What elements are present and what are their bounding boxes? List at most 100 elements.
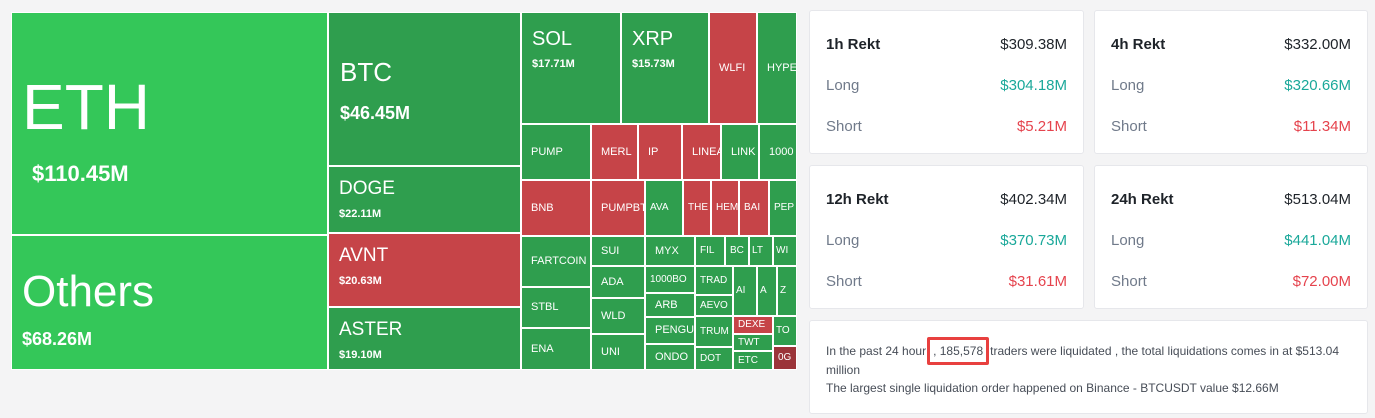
rekt-card-4h: 4h Rekt $332.00M Long $320.66M Short $11.34… (1094, 10, 1368, 154)
short-value: $11.34M (1293, 118, 1351, 135)
tile-symbol: HEM (716, 202, 739, 213)
treemap-tile-stbl[interactable]: STBL (521, 287, 591, 328)
tile-symbol: ETH (22, 71, 150, 143)
treemap-tile-ada[interactable]: ADA (591, 266, 645, 298)
tile-symbol: ASTER (339, 319, 403, 340)
treemap-tile-wld[interactable]: WLD (591, 298, 645, 334)
tile-symbol: ADA (601, 275, 624, 288)
rekt-card-12h: 12h Rekt $402.34M Long $370.73M Short $31.6… (809, 165, 1084, 309)
tile-symbol: 1000 (769, 145, 794, 158)
tile-symbol: LINEA (692, 145, 721, 158)
treemap-tile-trum[interactable]: TRUM (695, 316, 733, 347)
treemap-tile-ondo[interactable]: ONDO (645, 344, 695, 370)
tile-symbol: TWT (738, 336, 760, 348)
treemap-tile-twt[interactable]: TWT (733, 334, 773, 351)
treemap-tile-dot[interactable]: DOT (695, 347, 733, 370)
treemap-tile-dexe[interactable]: DEXE (733, 316, 773, 334)
tile-symbol: ETC (738, 354, 758, 366)
tile-symbol: MERL (601, 145, 632, 158)
treemap-tile-doge[interactable]: DOGE $22.11M (328, 166, 521, 233)
treemap-tile-merl[interactable]: MERL (591, 124, 638, 180)
treemap-tile-aster[interactable]: ASTER $19.10M (328, 307, 521, 370)
treemap-tile-a[interactable]: A (757, 266, 777, 316)
tile-symbol: AVA (650, 202, 669, 213)
treemap-tile-fartcoin[interactable]: FARTCOIN (521, 236, 591, 287)
treemap-tile-xrp[interactable]: XRP $15.73M (621, 12, 709, 124)
treemap-tile-0g[interactable]: 0G (773, 346, 797, 370)
tile-symbol: 0G (778, 352, 792, 363)
tile-symbol: LINK (731, 145, 756, 158)
treemap-tile-pengu[interactable]: PENGU (645, 317, 695, 344)
treemap-tile-wlfi[interactable]: WLFI (709, 12, 757, 124)
treemap-tile-bc[interactable]: BC (725, 236, 749, 266)
treemap-tile-sui[interactable]: SUI (591, 236, 645, 266)
treemap-tile-ava[interactable]: AVA (645, 180, 683, 236)
treemap-tile-arb[interactable]: ARB (645, 293, 695, 317)
tile-symbol: A (760, 285, 767, 296)
tile-symbol: IP (648, 145, 659, 158)
treemap-tile-linea[interactable]: LINEA (682, 124, 721, 180)
tile-symbol: MYX (655, 244, 679, 257)
treemap-tile-pep[interactable]: PEP (769, 180, 797, 236)
long-value: $304.18M (1000, 77, 1067, 94)
treemap-tile-ai[interactable]: AI (733, 266, 757, 316)
tile-symbol: FARTCOIN (531, 255, 587, 267)
treemap-tile-myx[interactable]: MYX (645, 236, 695, 266)
tile-symbol: FIL (700, 245, 715, 256)
treemap-tile-btc[interactable]: BTC $46.45M (328, 12, 521, 166)
tile-symbol: HYPE (767, 61, 797, 74)
treemap-tile-link[interactable]: LINK (721, 124, 759, 180)
treemap-tile-sol[interactable]: SOL $17.71M (521, 12, 621, 124)
treemap-tile-pumpbtc[interactable]: PUMPBTC (591, 180, 645, 236)
treemap-tile-ena[interactable]: ENA (521, 328, 591, 370)
treemap-tile-fil[interactable]: FIL (695, 236, 725, 266)
treemap-tile-bai[interactable]: BAI (739, 180, 769, 236)
tile-value: $110.45M (32, 161, 129, 186)
tile-symbol: BAI (744, 202, 761, 213)
tile-symbol: SOL (532, 28, 573, 50)
tile-symbol: DOT (700, 352, 722, 364)
long-value: $441.04M (1284, 232, 1351, 249)
long-label: Long (826, 232, 860, 249)
treemap-tile-uni[interactable]: UNI (591, 334, 645, 370)
tile-symbol: Others (22, 267, 155, 316)
tile-symbol: AVNT (339, 245, 389, 266)
tile-value: $46.45M (340, 103, 411, 123)
treemap-tile-1000bo[interactable]: 1000BO (645, 266, 695, 293)
tile-symbol: WLFI (719, 61, 746, 74)
treemap-tile-etc[interactable]: ETC (733, 351, 773, 370)
treemap-tile-eth[interactable]: ETH $110.45M (11, 12, 328, 235)
tile-value: $17.71M (532, 58, 575, 70)
short-label: Short (1111, 118, 1147, 135)
treemap-tile-to[interactable]: TO (773, 316, 797, 346)
card-title: 1h Rekt (826, 36, 881, 53)
long-value: $370.73M (1000, 232, 1067, 249)
treemap-tile-ip[interactable]: IP (638, 124, 682, 180)
treemap-tile-hem[interactable]: HEM (711, 180, 739, 236)
treemap-tile-1000[interactable]: 1000 (759, 124, 797, 180)
short-label: Short (826, 273, 862, 290)
card-total: $513.04M (1284, 191, 1351, 208)
treemap-tile-bnb[interactable]: BNB (521, 180, 591, 236)
treemap-tile-wi[interactable]: WI (773, 236, 797, 266)
treemap-tile-avnt[interactable]: AVNT $20.63M (328, 233, 521, 307)
tile-value: $15.73M (632, 58, 675, 70)
treemap-tile-others[interactable]: Others $68.26M (11, 235, 328, 370)
tile-symbol: TRAD (700, 274, 728, 286)
treemap-tile-z[interactable]: Z (777, 266, 797, 316)
tile-value: $20.63M (339, 275, 382, 287)
long-label: Long (1111, 77, 1145, 94)
treemap-tile-aevo[interactable]: AEVO (695, 295, 733, 316)
treemap-tile-lt[interactable]: LT (749, 236, 773, 266)
card-total: $332.00M (1284, 36, 1351, 53)
treemap-tile-the[interactable]: THE (683, 180, 711, 236)
tile-symbol: LT (752, 245, 763, 256)
tile-value: $22.11M (339, 208, 382, 220)
short-label: Short (826, 118, 862, 135)
tile-symbol: ENA (531, 342, 554, 355)
treemap-tile-pump[interactable]: PUMP (521, 124, 591, 180)
short-value: $5.21M (1016, 118, 1067, 135)
treemap-tile-hype[interactable]: HYPE (757, 12, 797, 124)
treemap-tile-trad[interactable]: TRAD (695, 266, 733, 295)
tile-symbol: XRP (632, 28, 674, 50)
